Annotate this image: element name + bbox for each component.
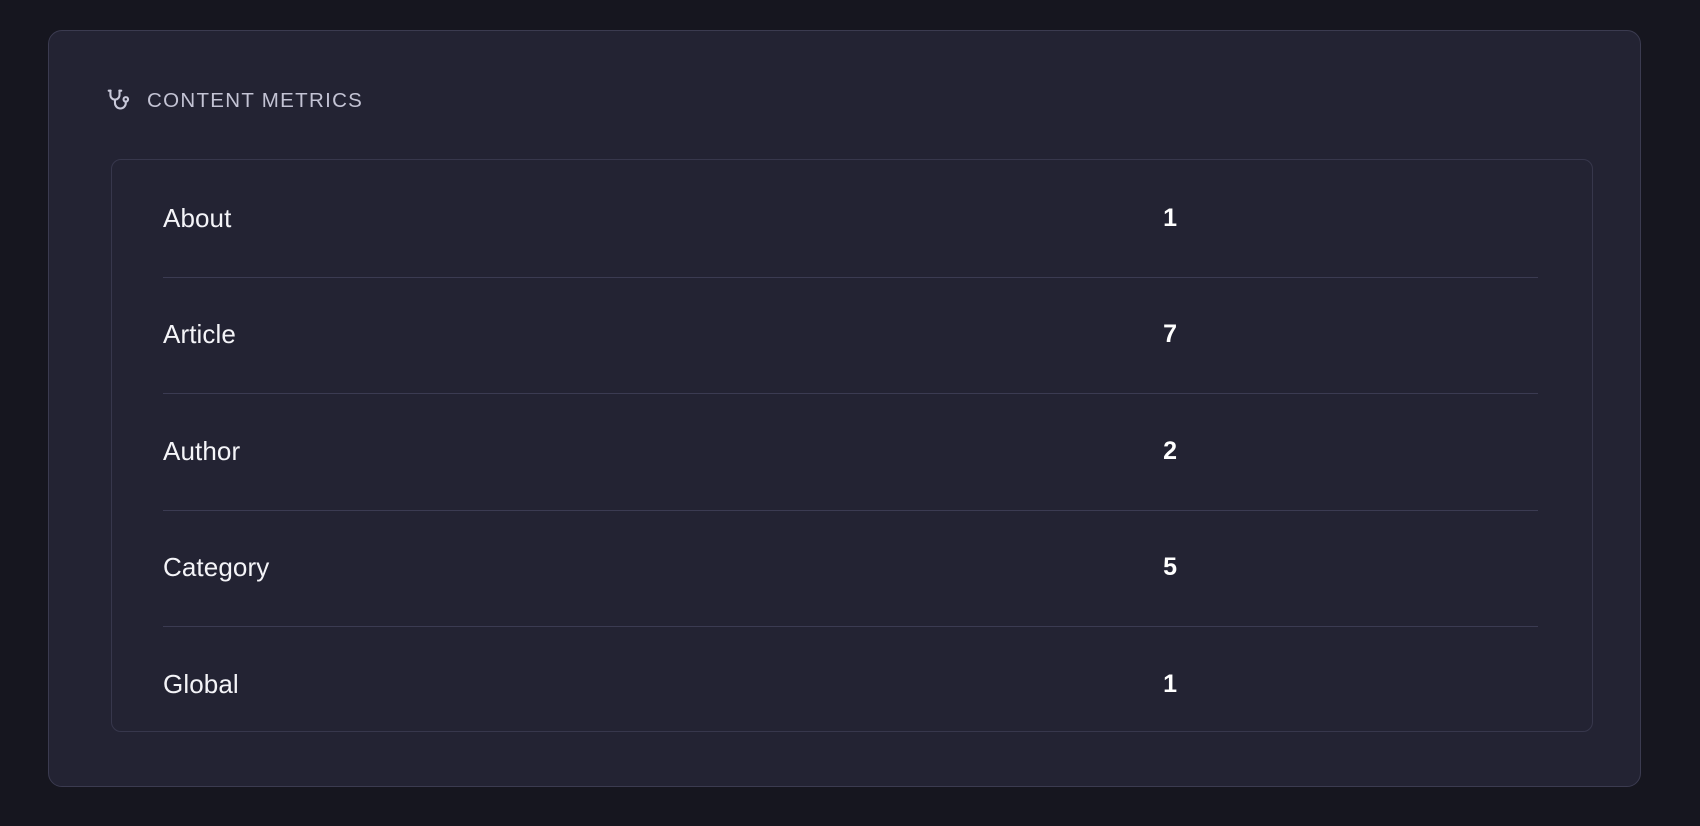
metric-value: 1	[1163, 669, 1177, 698]
metric-row[interactable]: About 1	[112, 160, 1592, 277]
content-metrics-list: About 1 Article 7 Author 2 Category 5 Gl…	[112, 160, 1592, 731]
card-header: CONTENT METRICS	[105, 81, 363, 121]
card-title: CONTENT METRICS	[147, 89, 364, 112]
metric-value: 2	[1163, 436, 1177, 465]
metric-value: 1	[1163, 203, 1177, 232]
content-metrics-card: CONTENT METRICS About 1 Article 7 Author…	[48, 30, 1641, 787]
metric-value: 7	[1163, 320, 1177, 349]
stethoscope-icon	[105, 88, 131, 114]
content-metrics-panel: About 1 Article 7 Author 2 Category 5 Gl…	[111, 159, 1593, 732]
metric-label: Category	[163, 552, 270, 583]
metric-row[interactable]: Category 5	[112, 509, 1592, 627]
metric-label: Article	[163, 319, 236, 350]
metric-value: 5	[1163, 553, 1177, 582]
metric-row[interactable]: Author 2	[112, 393, 1592, 510]
metric-label: Author	[163, 435, 241, 466]
metric-label: About	[163, 202, 232, 233]
metric-label: Global	[163, 668, 239, 699]
metric-row[interactable]: Global 1	[112, 626, 1592, 731]
metric-row[interactable]: Article 7	[112, 276, 1592, 394]
